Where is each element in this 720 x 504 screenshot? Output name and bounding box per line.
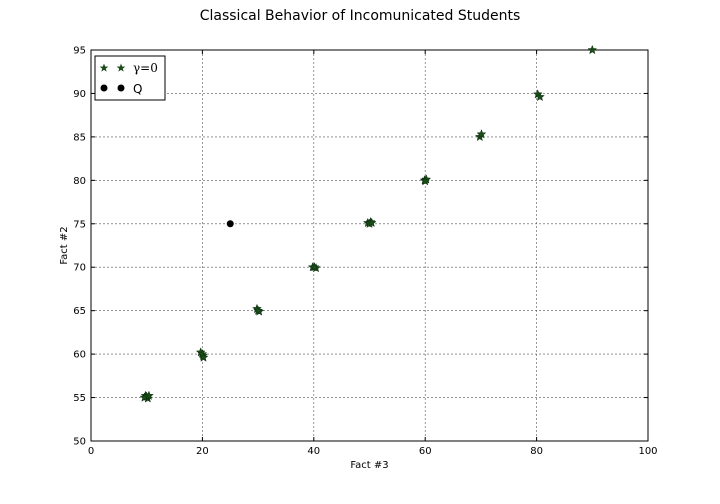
- y-axis-label: Fact #2: [59, 226, 70, 264]
- x-tick-label: 0: [88, 446, 94, 457]
- x-tick-label: 100: [638, 446, 657, 457]
- star-point: [420, 175, 431, 186]
- legend-star-shape: [116, 63, 126, 72]
- grid-lines: [91, 50, 648, 441]
- x-tick-label: 20: [196, 446, 209, 457]
- legend-circle-marker: [117, 84, 125, 92]
- legend-star-marker: [99, 63, 109, 72]
- legend-star-marker: [116, 63, 126, 72]
- star-point: [587, 44, 598, 55]
- star-point: [309, 262, 320, 272]
- y-tick-label: 55: [73, 393, 86, 404]
- legend-label-gamma: γ=0: [133, 61, 158, 75]
- q-point: [226, 220, 234, 228]
- legend-item-q: Q: [100, 82, 142, 96]
- x-tick-label: 60: [419, 446, 432, 457]
- y-tick-label: 50: [73, 437, 86, 448]
- y-tick-label: 80: [73, 176, 86, 187]
- plot-frame: [90, 49, 649, 442]
- star-point: [476, 129, 487, 139]
- y-tick-label: 75: [73, 219, 86, 230]
- y-tick-label: 65: [73, 306, 86, 317]
- y-tick-label: 85: [73, 132, 86, 143]
- legend-box: [94, 55, 166, 101]
- star-point: [253, 305, 264, 315]
- star-point: [143, 390, 154, 401]
- x-tick-label: 80: [530, 446, 543, 457]
- axis-ticks: 0 20 40 60 80 100 50 55 60 65 70 75 80 85 90 95: [73, 46, 657, 458]
- star-point: [366, 217, 377, 228]
- y-tick-label: 95: [73, 46, 86, 57]
- y-tick-label: 60: [73, 350, 86, 361]
- star-point: [198, 352, 209, 362]
- legend-label-q: Q: [133, 82, 142, 96]
- y-tick-label: 90: [73, 89, 86, 100]
- legend-star-shape: [99, 63, 109, 72]
- legend-item-gamma: γ=0: [99, 61, 158, 75]
- legend: γ=0 Q: [94, 55, 166, 101]
- star-point: [534, 91, 545, 102]
- data-points: [139, 44, 598, 403]
- chart-title: Classical Behavior of Incomunicated Stud…: [199, 8, 521, 24]
- x-axis-label: Fact #3: [350, 460, 388, 471]
- y-tick-label: 70: [73, 263, 86, 274]
- x-tick-label: 40: [307, 446, 320, 457]
- legend-circle-marker: [100, 84, 108, 92]
